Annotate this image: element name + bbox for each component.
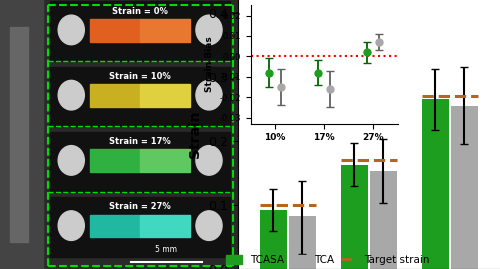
Y-axis label: Strain: Strain [188,111,202,158]
Legend: TCASA, TCA, Target strain: TCASA, TCA, Target strain [222,251,434,269]
Bar [422,99,448,269]
Bar [50,66,230,126]
Bar [140,19,190,42]
Circle shape [58,80,84,110]
Circle shape [196,146,222,175]
Bar [10,27,29,242]
Bar [0,0,43,269]
Bar [50,197,230,257]
Circle shape [58,146,84,175]
Bar [289,216,316,269]
Bar [370,171,396,269]
Bar [90,215,140,237]
Text: Strain = 17%: Strain = 17% [110,137,171,146]
Text: Strain = 27%: Strain = 27% [110,202,171,211]
Bar [90,84,140,107]
Text: Strain = 0%: Strain = 0% [112,7,168,16]
Circle shape [58,15,84,45]
Circle shape [58,211,84,240]
Bar [140,84,190,107]
Bar [140,149,190,172]
Bar [50,1,230,61]
Bar [90,19,140,42]
Bar [260,210,286,269]
Circle shape [196,211,222,240]
Bar [90,149,140,172]
Circle shape [196,15,222,45]
Text: 5 mm: 5 mm [155,245,177,254]
Bar [451,106,477,269]
Text: Strain = 10%: Strain = 10% [110,72,171,81]
Bar [50,132,230,192]
Bar [140,215,190,237]
Circle shape [196,80,222,110]
Bar [341,165,367,269]
